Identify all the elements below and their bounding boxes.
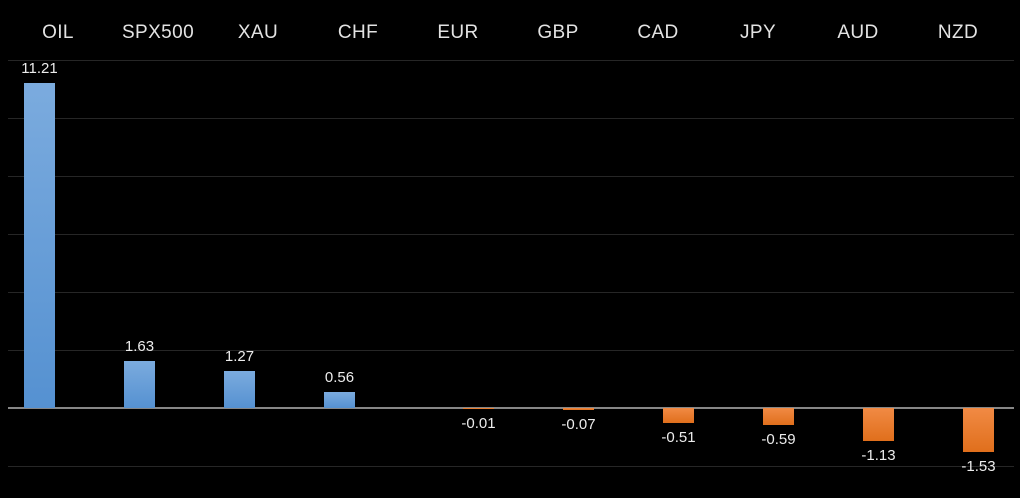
value-label-spx500: 1.63 — [124, 337, 155, 355]
bar-oil — [24, 82, 55, 408]
category-label-cad: CAD — [637, 22, 679, 43]
value-label-gbp: -0.07 — [561, 416, 596, 434]
bar-jpy — [763, 408, 794, 426]
bar-cad — [663, 408, 694, 423]
category-label-nzd: NZD — [937, 22, 979, 43]
category-label-oil: OIL — [42, 22, 74, 43]
bar-xau — [224, 371, 255, 408]
value-label-eur: -0.01 — [461, 415, 496, 432]
gridline — [8, 465, 1014, 467]
category-label-jpy: JPY — [739, 22, 777, 43]
bar-nzd — [963, 408, 994, 453]
value-label-cad: -0.51 — [661, 428, 696, 446]
gridline — [8, 349, 1014, 351]
value-label-aud: -1.13 — [861, 446, 896, 464]
value-label-oil: 11.21 — [21, 59, 58, 77]
category-label-xau: XAU — [237, 22, 279, 43]
bar-chf — [324, 391, 355, 408]
value-label-nzd: -1.53 — [961, 458, 996, 476]
value-label-chf: 0.56 — [324, 368, 355, 386]
category-label-spx500: SPX500 — [121, 22, 195, 43]
value-label-xau: 1.27 — [224, 348, 255, 366]
category-label-chf: CHF — [337, 22, 379, 43]
gridline — [8, 291, 1014, 293]
category-label-gbp: GBP — [537, 22, 579, 43]
bar-eur — [463, 408, 494, 409]
gridline — [8, 59, 1014, 61]
bar-gbp — [563, 408, 594, 411]
gridline — [8, 233, 1014, 235]
category-label-eur: EUR — [437, 22, 479, 43]
gridline — [8, 175, 1014, 177]
zero-axis-line — [8, 407, 1014, 409]
gridline — [8, 117, 1014, 119]
category-label-aud: AUD — [837, 22, 879, 43]
value-label-jpy: -0.59 — [761, 431, 796, 449]
bar-aud — [863, 408, 894, 441]
bar-spx500 — [124, 360, 155, 408]
